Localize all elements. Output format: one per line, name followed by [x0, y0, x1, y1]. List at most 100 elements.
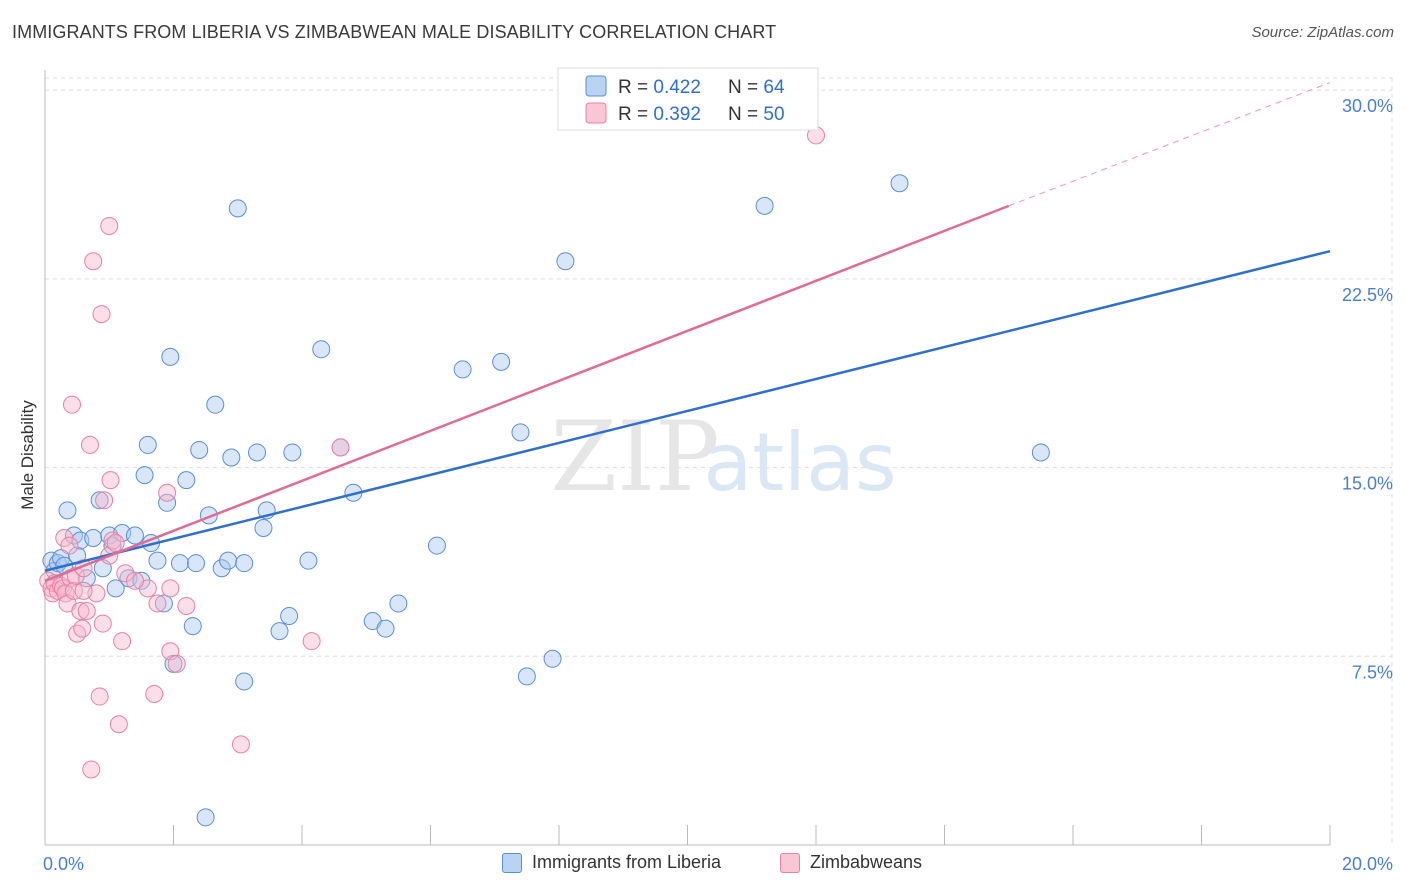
legend-swatch-pink: [585, 102, 607, 124]
point-liberia-18: [125, 526, 144, 545]
x-tick-label-min: 0.0%: [43, 854, 84, 874]
y-tick-label-2: 22.5%: [1342, 285, 1393, 305]
point-liberia-28: [170, 554, 189, 573]
legend-n-label-1: N =: [728, 77, 763, 98]
point-liberia-5: [58, 501, 77, 520]
point-liberia-26: [161, 347, 180, 366]
point-zimbabwe-19: [77, 601, 96, 620]
svg-text:R = 0.422: R = 0.422: [618, 77, 701, 98]
point-zimbabwe-22: [84, 252, 103, 271]
point-zimbabwe-17: [73, 619, 92, 638]
point-liberia-40: [235, 554, 254, 573]
svg-text:N = 64: N = 64: [728, 77, 785, 98]
watermark-zip: ZIP: [550, 401, 719, 513]
point-liberia-29: [177, 471, 196, 490]
point-liberia-25: [158, 493, 177, 512]
svg-text:R = 0.392: R = 0.392: [618, 104, 701, 125]
point-zimbabwe-26: [93, 614, 112, 633]
point-liberia-32: [190, 440, 209, 459]
point-zimbabwe-30: [101, 471, 120, 490]
point-liberia-60: [556, 252, 575, 271]
point-liberia-21: [138, 435, 157, 454]
point-zimbabwe-33: [109, 715, 128, 734]
point-liberia-37: [222, 448, 241, 467]
point-zimbabwe-45: [302, 632, 321, 651]
legend-n-value-1: 64: [763, 77, 785, 98]
point-liberia-62: [890, 174, 909, 193]
point-liberia-30: [183, 617, 202, 636]
legend-swatch-zimbabweans: [780, 852, 800, 873]
legend-r-value-1: 0.422: [653, 77, 701, 98]
point-liberia-53: [389, 594, 408, 613]
trend-line-liberia: [44, 249, 1331, 572]
legend-label-zimbabweans: Zimbabweans: [810, 852, 923, 872]
point-liberia-44: [270, 622, 289, 641]
point-liberia-24: [154, 594, 173, 613]
point-liberia-42: [254, 518, 273, 537]
point-liberia-11: [90, 491, 109, 510]
legend-n-value-2: 50: [763, 104, 784, 125]
point-liberia-55: [453, 360, 472, 379]
point-zimbabwe-12: [62, 395, 81, 414]
legend-r-value-2: 0.392: [653, 104, 701, 125]
point-zimbabwe-48: [74, 581, 93, 600]
svg-text:N = 50: N = 50: [728, 104, 785, 125]
legend-n-label-2: N =: [728, 104, 763, 125]
point-zimbabwe-13: [64, 581, 83, 600]
point-liberia-52: [376, 619, 395, 638]
y-tick-label-3: 30.0%: [1342, 96, 1393, 116]
point-liberia-61: [755, 196, 774, 215]
point-zimbabwe-29: [100, 217, 119, 236]
legend-swatch-liberia: [502, 852, 522, 873]
legend-bottom: Immigrants from Liberia Zimbabweans: [0, 850, 1406, 880]
point-liberia-15: [106, 579, 125, 598]
point-zimbabwe-6: [53, 579, 72, 598]
point-zimbabwe-21: [82, 760, 101, 779]
point-liberia-58: [517, 667, 536, 686]
point-liberia-39: [235, 672, 254, 691]
point-zimbabwe-46: [331, 438, 350, 457]
point-liberia-46: [283, 443, 302, 462]
point-zimbabwe-15: [68, 624, 87, 643]
point-zimbabwe-49: [125, 571, 144, 590]
point-liberia-35: [212, 559, 231, 578]
point-liberia-45: [280, 607, 299, 626]
point-liberia-63: [1031, 443, 1050, 462]
legend-item-liberia: Immigrants from Liberia: [502, 852, 721, 873]
point-liberia-57: [511, 423, 530, 442]
point-liberia-36: [219, 551, 238, 570]
point-zimbabwe-25: [92, 305, 111, 324]
point-zimbabwe-20: [80, 435, 99, 454]
point-liberia-54: [427, 536, 446, 555]
point-zimbabwe-32: [106, 534, 125, 553]
x-tick-label-max: 20.0%: [1342, 854, 1393, 874]
chart-title: IMMIGRANTS FROM LIBERIA VS ZIMBABWEAN MA…: [12, 22, 777, 42]
point-zimbabwe-40: [161, 579, 180, 598]
y-tick-label-1: 15.0%: [1342, 474, 1393, 494]
point-liberia-10: [84, 529, 103, 548]
point-liberia-41: [248, 443, 267, 462]
source-label: Source: ZipAtlas.com: [1251, 24, 1394, 41]
point-zimbabwe-44: [231, 735, 250, 754]
point-zimbabwe-39: [158, 483, 177, 502]
point-liberia-34: [206, 395, 225, 414]
trend-line-zimbabweans-extension: [1008, 82, 1331, 207]
point-liberia-19: [132, 571, 151, 590]
y-tick-labels: 7.5% 15.0% 22.5% 30.0%: [1342, 96, 1393, 682]
point-liberia-56: [492, 352, 511, 371]
point-liberia-23: [148, 551, 167, 570]
point-zimbabwe-31: [103, 531, 122, 550]
x-axis: [44, 70, 1331, 846]
watermark-atlas: atlas: [703, 416, 896, 509]
trend-line-zimbabweans: [44, 204, 1010, 582]
y-tick-label-0: 7.5%: [1352, 662, 1393, 682]
data-points: [39, 126, 1050, 827]
point-liberia-64: [196, 808, 215, 827]
legend-swatch-blue: [585, 75, 607, 97]
point-zimbabwe-16: [71, 601, 90, 620]
point-liberia-20: [135, 466, 154, 485]
point-zimbabwe-43: [177, 596, 196, 615]
legend-r-label-2: R =: [618, 104, 653, 125]
point-zimbabwe-10: [60, 536, 79, 555]
